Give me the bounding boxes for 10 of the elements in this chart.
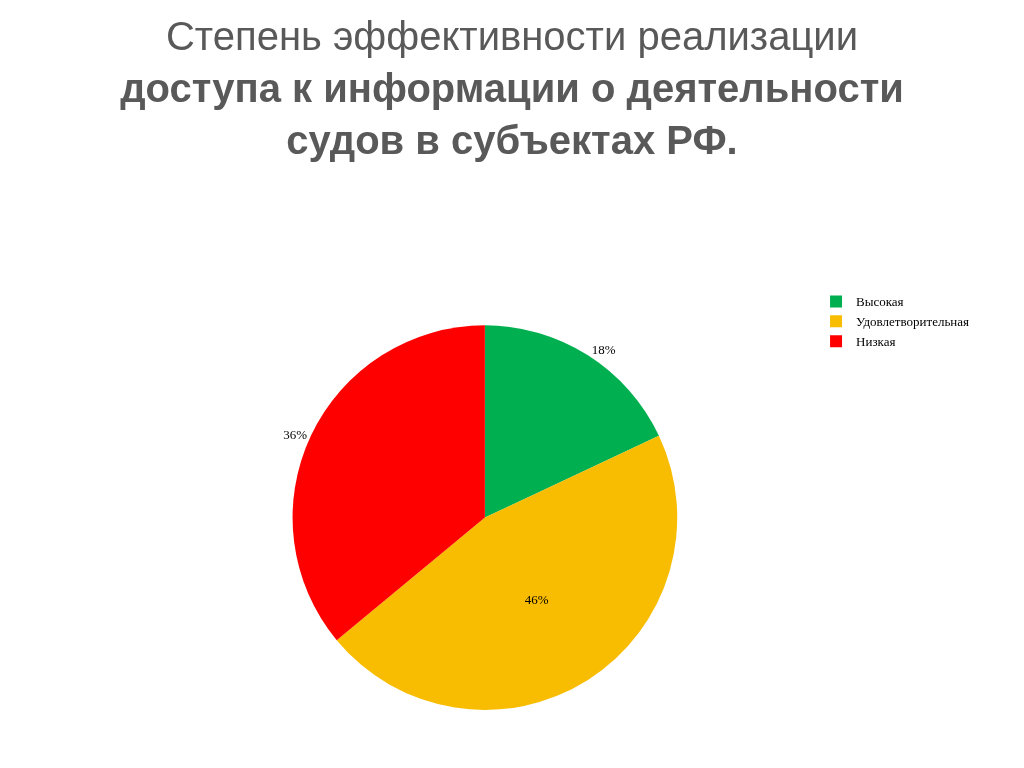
legend-label: Высокая (856, 294, 904, 310)
pie-slice (336, 435, 677, 710)
legend-label: Удовлетворительная (856, 314, 970, 330)
pie-slice (484, 325, 659, 518)
data-label: 36% (283, 426, 308, 442)
data-label: 18% (591, 342, 616, 358)
legend-label: Низкая (856, 334, 896, 350)
chart-title: Степень эффективности реализации (165, 13, 859, 58)
data-label: 46% (524, 591, 549, 607)
chart-subtitle: доступа к информации о деятельности судов в субъектах РФ. (120, 65, 904, 162)
